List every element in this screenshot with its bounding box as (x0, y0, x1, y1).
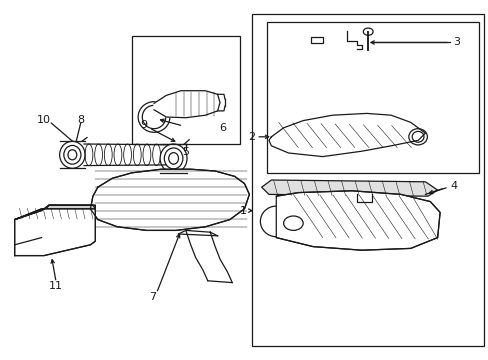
Ellipse shape (164, 148, 183, 169)
Polygon shape (276, 191, 439, 250)
Polygon shape (15, 205, 95, 220)
Bar (132, 36, 239, 144)
Text: 5: 5 (182, 147, 189, 157)
Text: 1: 1 (239, 206, 246, 216)
Text: 2: 2 (247, 132, 254, 142)
Text: 9: 9 (141, 120, 147, 130)
Polygon shape (268, 113, 425, 157)
Bar (266, 22, 478, 173)
Polygon shape (154, 91, 220, 118)
Text: 3: 3 (452, 37, 459, 48)
Ellipse shape (160, 144, 186, 173)
Text: 10: 10 (37, 115, 51, 125)
Ellipse shape (63, 145, 81, 164)
Ellipse shape (408, 129, 427, 145)
Bar (310, 37, 322, 43)
Text: 6: 6 (219, 123, 225, 133)
Polygon shape (90, 169, 249, 230)
Ellipse shape (60, 141, 85, 168)
Text: 11: 11 (49, 281, 63, 291)
Ellipse shape (138, 102, 170, 132)
Bar (251, 14, 483, 346)
Text: 8: 8 (77, 115, 84, 125)
Polygon shape (261, 180, 437, 196)
Circle shape (363, 28, 372, 35)
Polygon shape (15, 205, 95, 256)
Text: 4: 4 (449, 181, 456, 192)
Ellipse shape (260, 206, 291, 237)
Text: 7: 7 (149, 292, 156, 302)
